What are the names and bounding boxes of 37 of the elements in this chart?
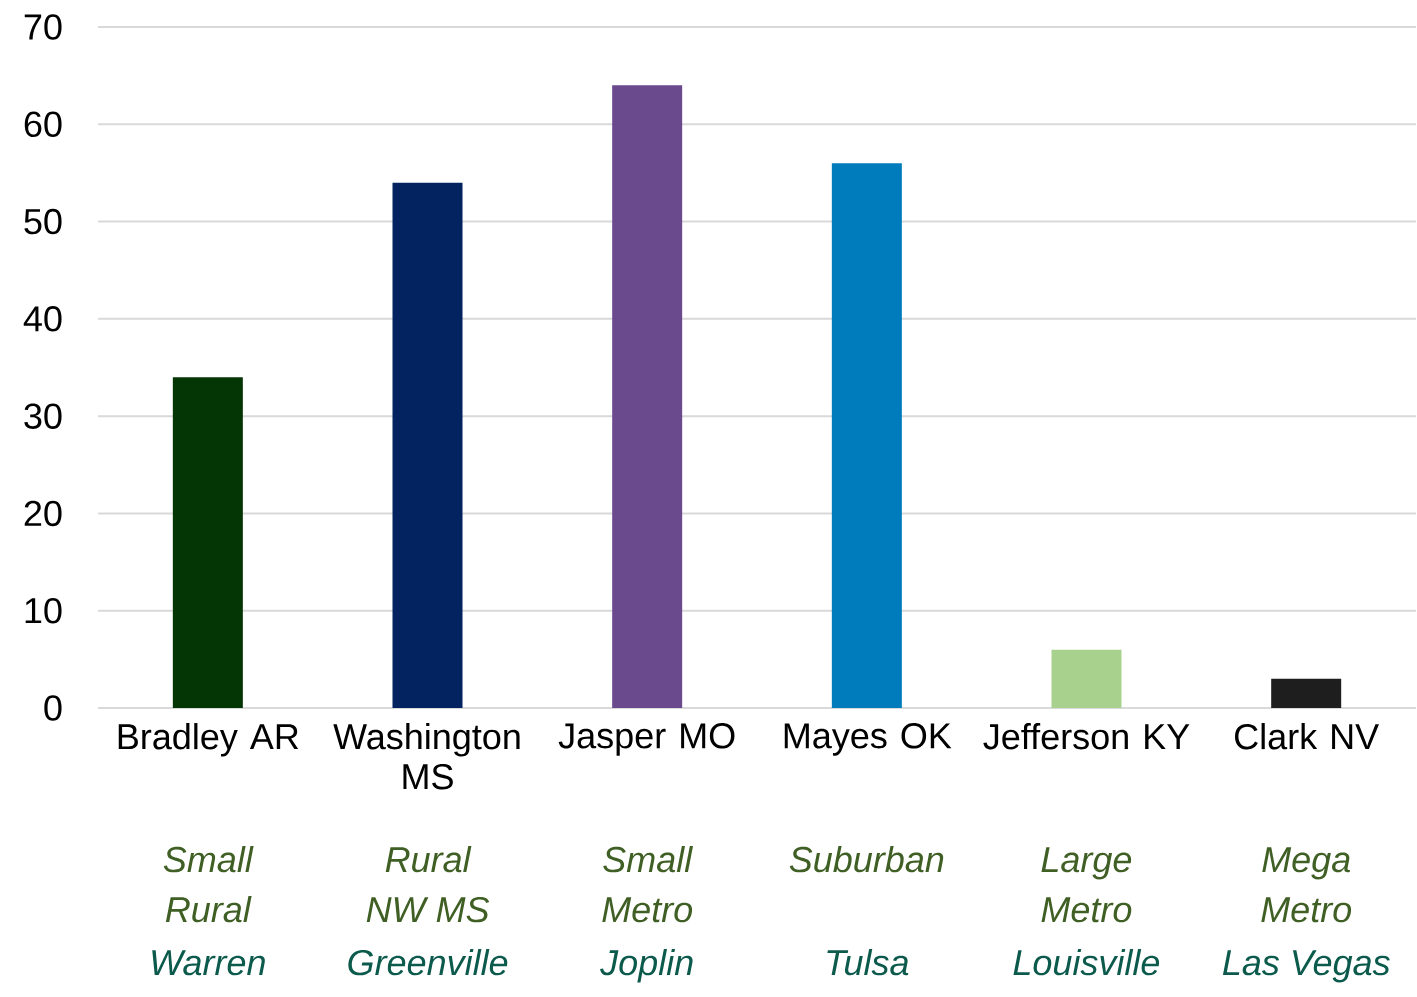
x-tick-label: Bradley AR — [118, 723, 299, 757]
text: Joplin — [600, 948, 693, 983]
text: Louisville — [1013, 948, 1160, 976]
y-tick-label: 0 — [44, 695, 62, 721]
text: Tulsa — [827, 948, 909, 976]
text: Greenville — [348, 948, 508, 976]
x-tick-label: Washington MS — [333, 723, 520, 790]
text: Warren — [152, 950, 265, 976]
text: Suburban — [789, 845, 944, 873]
y-tick-label: 10 — [25, 597, 62, 624]
text: Rural — [385, 845, 472, 873]
bar — [831, 163, 902, 708]
y-tick-label: 20 — [24, 500, 62, 527]
y-tick-label: 30 — [24, 403, 62, 429]
text: Large — [1041, 847, 1132, 880]
text: Small — [603, 845, 694, 873]
y-tick-label: 60 — [24, 111, 62, 138]
text: Small — [163, 845, 254, 873]
text: Las Vegas — [1222, 950, 1390, 983]
bar — [1051, 649, 1122, 708]
bar — [1271, 678, 1342, 708]
x-tick-label: Clark NV — [1235, 723, 1379, 750]
bar — [172, 377, 243, 708]
bar — [392, 182, 463, 708]
y-tick-label: 50 — [24, 208, 62, 235]
y-tick-label: 40 — [23, 306, 62, 332]
text: Metro — [1041, 897, 1132, 923]
x-tick-label: Jefferson KY — [983, 723, 1190, 750]
x-tick-label: Mayes OK — [784, 723, 952, 756]
text: Metro — [602, 897, 693, 923]
text: Mega — [1262, 847, 1350, 880]
text: Rural — [165, 895, 252, 923]
text: NW MS — [366, 896, 490, 923]
x-tick-label: Jasper MO — [558, 723, 735, 756]
y-tick-label: 70 — [24, 14, 62, 40]
bar — [612, 85, 683, 708]
text: Metro — [1261, 897, 1352, 923]
